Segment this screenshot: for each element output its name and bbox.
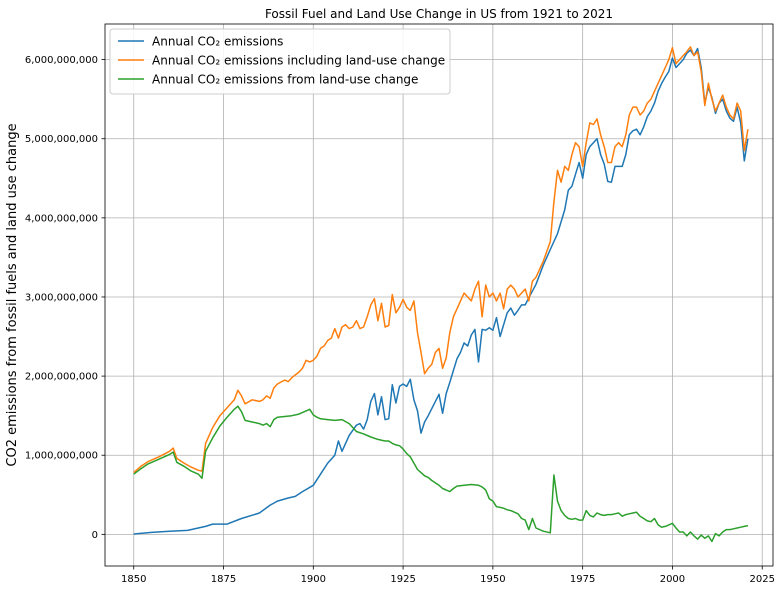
x-tick-label: 1875 xyxy=(211,574,236,585)
y-axis-label: CO2 emissions from fossil fuels and land… xyxy=(5,123,20,466)
y-tick-label: 6,000,000,000 xyxy=(25,55,98,66)
x-tick-label: 1975 xyxy=(570,574,595,585)
x-tick-label: 2000 xyxy=(660,574,685,585)
legend-label-1: Annual CO₂ emissions xyxy=(152,35,283,49)
chart-title: Fossil Fuel and Land Use Change in US fr… xyxy=(265,7,613,21)
x-axis-ticks: 1850 1875 1900 1925 1950 1975 2000 2025 xyxy=(121,566,775,585)
legend-box xyxy=(109,28,451,95)
series-line-3 xyxy=(133,405,749,543)
x-tick-label: 1950 xyxy=(480,574,505,585)
y-tick-label: 5,000,000,000 xyxy=(25,134,98,145)
y-tick-label: 1,000,000,000 xyxy=(25,451,98,462)
series-line-1 xyxy=(133,47,749,535)
legend-label-2: Annual CO₂ emissions including land-use … xyxy=(152,54,445,68)
y-tick-label: 4,000,000,000 xyxy=(25,213,98,224)
legend: Annual CO₂ emissions Annual CO₂ emissions… xyxy=(109,28,451,95)
y-tick-label: 0 xyxy=(92,530,98,541)
x-tick-label: 2025 xyxy=(749,574,774,585)
series-lines xyxy=(133,46,749,543)
plot-frame xyxy=(104,23,774,567)
legend-label-3: Annual CO₂ emissions from land-use chang… xyxy=(152,73,418,87)
x-tick-label: 1900 xyxy=(301,574,326,585)
y-tick-label: 2,000,000,000 xyxy=(25,372,98,383)
y-tick-label: 3,000,000,000 xyxy=(25,292,98,303)
y-axis-ticks: 0 1,000,000,000 2,000,000,000 3,000,000,000… xyxy=(25,55,105,541)
x-tick-label: 1925 xyxy=(390,574,415,585)
x-tick-label: 1850 xyxy=(121,574,146,585)
series-line-2 xyxy=(133,46,749,474)
